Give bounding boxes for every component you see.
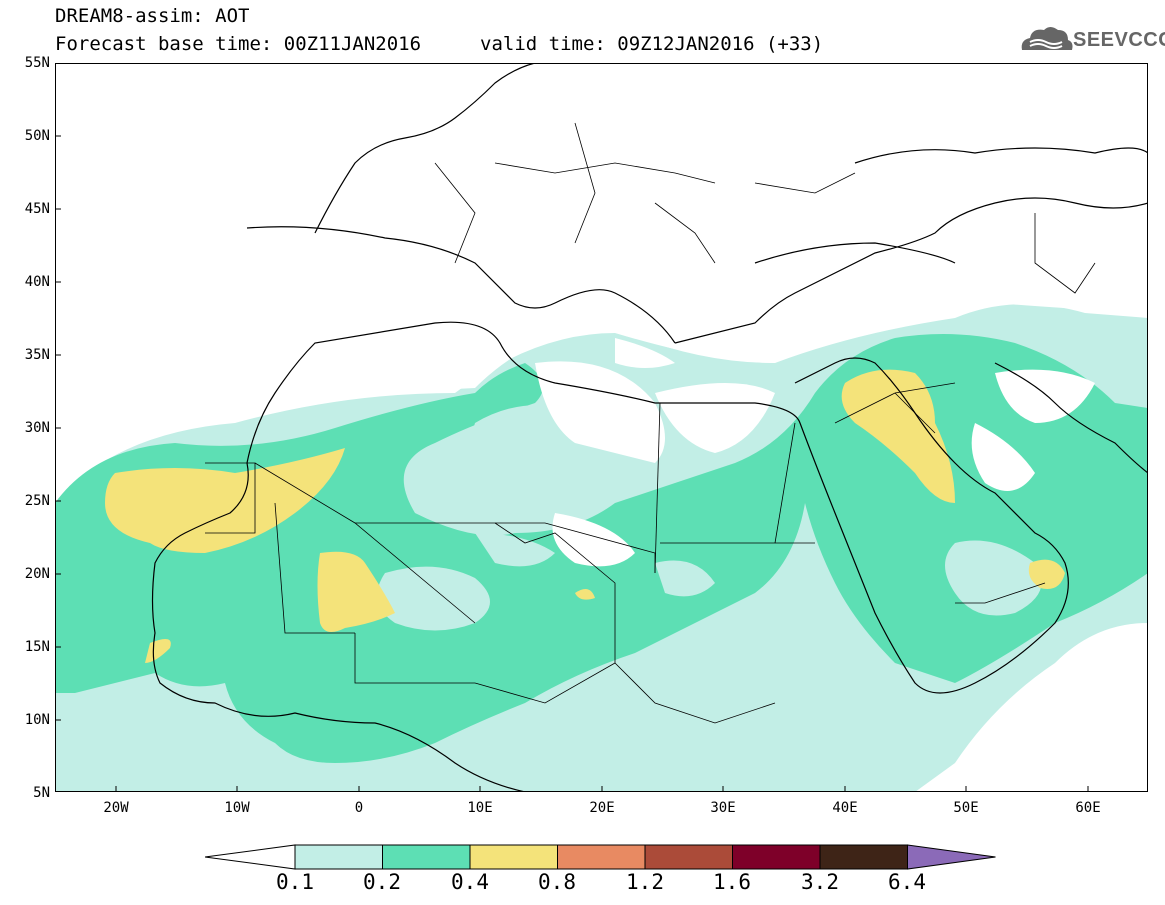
lat-label: 15N [24, 639, 50, 655]
colorbar-cell [644, 844, 733, 870]
colorbar-label: 1.2 [626, 870, 664, 894]
lat-label: 10N [24, 712, 50, 728]
forecast-base-time: Forecast base time: 00Z11JAN2016 [55, 33, 422, 55]
lat-label: 25N [24, 493, 50, 509]
coastlines [151, 63, 1148, 792]
colorbar-cell [557, 844, 646, 870]
aot-map [55, 63, 1148, 792]
lat-label: 30N [24, 420, 50, 436]
colorbar-cell [469, 844, 558, 870]
country-borders [205, 122, 1096, 724]
map-frame [55, 63, 1148, 792]
colorbar-cell-below [205, 844, 296, 870]
colorbar-cell [732, 844, 821, 870]
colorbar-cell [382, 844, 471, 870]
colorbar-cell [294, 844, 383, 870]
lat-label: 40N [24, 274, 50, 290]
colorbar-label: 6.4 [888, 870, 926, 894]
lon-label: 20E [589, 800, 615, 816]
lat-label: 50N [24, 128, 50, 144]
aot-below-0.1 [55, 63, 1148, 567]
lon-label: 20W [103, 800, 129, 816]
lon-label: 60E [1075, 800, 1101, 816]
colorbar-cell [819, 844, 908, 870]
lat-label: 45N [24, 201, 50, 217]
logo-text: SEEVCCC [1073, 29, 1165, 51]
colorbar-label: 3.2 [801, 870, 839, 894]
lon-label: 0 [354, 800, 364, 816]
colorbar-label: 1.6 [713, 870, 751, 894]
lat-label: 5N [33, 785, 50, 801]
valid-time: valid time: 09Z12JAN2016 (+33) [480, 33, 824, 55]
colorbar-cell-above [907, 844, 996, 870]
colorbar [205, 844, 996, 870]
lon-label: 40E [832, 800, 858, 816]
aot-0.4-0.8-shading [105, 369, 1065, 663]
lon-label: 10E [467, 800, 493, 816]
map-title: DREAM8-assim: AOT [55, 5, 250, 27]
lon-label: 50E [953, 800, 979, 816]
cloud-logo-icon [1021, 27, 1073, 50]
lon-label: 30E [710, 800, 736, 816]
lat-label: 55N [24, 55, 50, 71]
lon-label: 10W [224, 800, 250, 816]
colorbar-label: 0.8 [538, 870, 576, 894]
colorbar-label: 0.1 [276, 870, 314, 894]
colorbar-label: 0.4 [451, 870, 489, 894]
lat-label: 35N [24, 347, 50, 363]
lat-label: 20N [24, 566, 50, 582]
colorbar-label: 0.2 [363, 870, 401, 894]
